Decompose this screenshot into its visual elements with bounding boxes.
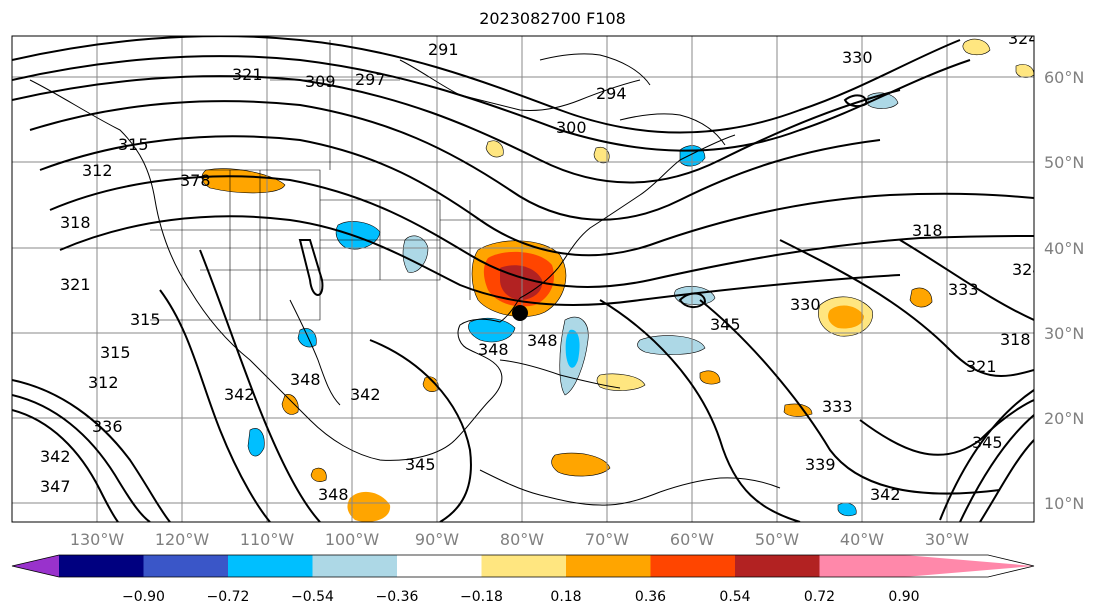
graticule [12,36,1034,522]
lon-label: 110°W [240,530,295,549]
lon-label: 80°W [500,530,544,549]
contour-label: 291 [428,40,459,59]
contour-label: 345 [405,455,436,474]
latitude-labels: 60°N 50°N 40°N 30°N 20°N 10°N [1044,68,1084,513]
contour-label: 300 [556,118,587,137]
contour-label: 321 [60,275,91,294]
lat-label: 10°N [1044,494,1084,513]
contour-label: 342 [870,485,901,504]
contour-label: 342 [40,447,71,466]
colorbar-segment [566,555,651,577]
colorbar-tick-label: 0.54 [719,589,750,605]
contour-label: 333 [948,280,979,299]
state-borders [150,40,560,321]
colorbar-tick-label: −0.36 [376,589,419,605]
lon-label: 40°W [840,530,884,549]
colorbar-extend-high [904,555,1034,577]
colorbar-tick-label: 0.36 [635,589,666,605]
contour-label: 297 [355,70,386,89]
lon-label: 60°W [670,530,714,549]
lat-label: 20°N [1044,409,1084,428]
contour-label: 348 [478,340,509,359]
contour-label-layer: 291 297 300 294 309 321 330 324 315 312 … [40,29,1043,504]
colorbar-segment [397,555,482,577]
contour-label: 294 [596,84,627,103]
colorbar-tick-label: 0.90 [888,589,919,605]
colorbar-tick-label: 0.18 [550,589,581,605]
colorbar-ticks: −0.90 −0.72 −0.54 −0.36 −0.18 0.18 0.36 … [122,589,920,605]
colorbar-segment [481,555,566,577]
contour-label: 318 [60,213,91,232]
contour-label: 330 [790,295,821,314]
colorbar-tick-label: −0.72 [207,589,250,605]
contour-label: 315 [118,135,149,154]
contour-label: 318 [1000,330,1031,349]
lon-label: 100°W [325,530,380,549]
contour-label: 348 [318,485,349,504]
map-panel: 291 297 300 294 309 321 330 324 315 312 … [12,29,1043,522]
colorbar-segment [650,555,735,577]
contour-label: 321 [232,65,263,84]
contour-label: 378 [180,171,211,190]
storm-center-marker [512,305,528,321]
contour-label: 315 [100,343,131,362]
colorbar-tick-label: 0.72 [804,589,835,605]
contour-label: 321 [966,357,997,376]
contour-label: 330 [842,48,873,67]
lat-label: 30°N [1044,324,1084,343]
contour-label: 312 [82,161,113,180]
lon-label: 30°W [925,530,969,549]
contour-label: 324 [1012,260,1043,279]
contour-label: 309 [305,72,336,91]
map-title: 2023082700 F108 [479,9,626,28]
longitude-labels: 130°W 120°W 110°W 100°W 90°W 80°W 70°W 6… [70,530,969,549]
lon-label: 130°W [70,530,125,549]
contour-label: 324 [1008,29,1039,48]
contour-label: 345 [972,433,1003,452]
colorbar-segment [228,555,313,577]
contour-label: 342 [350,385,381,404]
contour-label: 347 [40,477,71,496]
lat-label: 60°N [1044,68,1084,87]
lon-label: 120°W [155,530,210,549]
lon-label: 50°W [755,530,799,549]
contour-label: 318 [912,221,943,240]
colorbar-tick-label: −0.54 [291,589,334,605]
contour-label: 342 [224,385,255,404]
contour-label: 315 [130,310,161,329]
lon-label: 70°W [585,530,629,549]
contour-label: 336 [92,417,123,436]
contour-label: 339 [805,455,836,474]
lat-label: 50°N [1044,153,1084,172]
contour-label: 348 [527,331,558,350]
colorbar-extend-low [12,555,59,577]
lon-label: 90°W [415,530,459,549]
colorbar-segment [819,555,904,577]
shading-layer [201,38,1034,522]
colorbar-segment [735,555,820,577]
colorbar: −0.90 −0.72 −0.54 −0.36 −0.18 0.18 0.36 … [11,554,1035,605]
colorbar-tick-label: −0.90 [122,589,165,605]
colorbar-tick-label: −0.18 [460,589,503,605]
colorbar-segment [312,555,397,577]
contour-label: 312 [88,373,119,392]
map-frame [11,35,1035,523]
contour-label: 348 [290,370,321,389]
coastlines [29,53,781,506]
contour-label: 333 [822,397,853,416]
lat-label: 40°N [1044,239,1084,258]
contour-lines [12,36,1034,522]
colorbar-segment [143,555,228,577]
contour-label: 345 [710,315,741,334]
colorbar-segment [59,555,144,577]
